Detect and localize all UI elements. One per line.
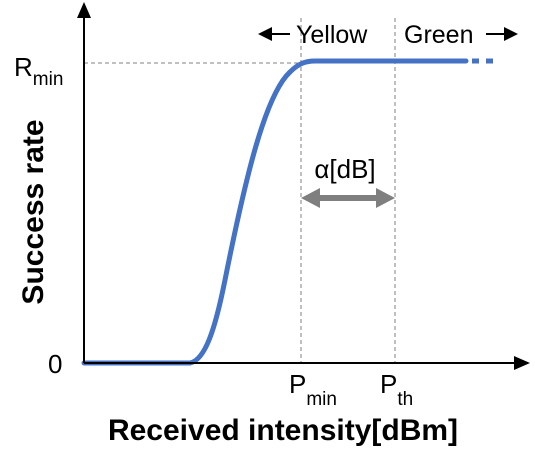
y-axis-arrowhead	[77, 2, 91, 18]
green-zone-right-arrow	[504, 27, 518, 41]
success-rate-curve	[81, 58, 469, 366]
y-axis-title: Success rate	[17, 119, 50, 304]
alpha-arrow-right-head	[376, 188, 395, 208]
yellow-zone-left-arrow	[258, 27, 272, 41]
y-tick-zero: 0	[48, 349, 62, 379]
alpha-arrow-left-head	[301, 188, 320, 208]
x-tick-pmin: Pmin	[289, 369, 337, 410]
alpha-label: α[dB]	[314, 154, 375, 184]
y-tick-rmin: Rmin	[14, 52, 63, 90]
zone-green-label: Green	[404, 21, 473, 49]
x-axis-arrowhead	[514, 356, 530, 370]
x-axis-title: Received intensity[dBm]	[108, 414, 458, 447]
zone-yellow-label: Yellow	[296, 21, 368, 49]
x-tick-pth: Pth	[380, 369, 413, 410]
